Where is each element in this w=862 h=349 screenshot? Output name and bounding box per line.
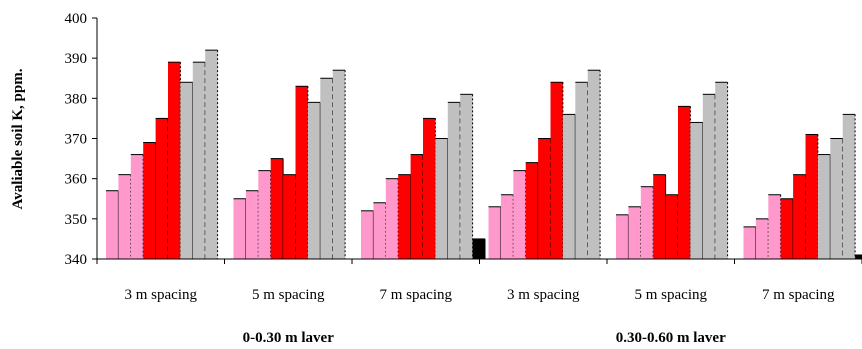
bar (587, 70, 601, 259)
bar (793, 174, 806, 259)
bar (665, 194, 678, 259)
bar (332, 70, 346, 259)
bar (538, 138, 551, 259)
bar (715, 82, 728, 260)
y-ticks: 340 350 360 370 380 390 400 (65, 11, 862, 268)
x-group-labels: 0-0.30 m laver 0.30-0.60 m laver (243, 330, 726, 346)
bar (472, 238, 485, 259)
bar (460, 94, 473, 259)
bar (513, 170, 526, 259)
y-axis-title: Avaliable soil K, ppm. (10, 68, 26, 209)
y-tick-label: 390 (65, 51, 88, 67)
bar (562, 114, 576, 260)
bar (320, 78, 333, 259)
y-tick-label: 400 (65, 11, 88, 27)
bar (678, 106, 691, 259)
bars-layer (106, 49, 862, 260)
x-category-label: 7 m spacing (380, 287, 453, 303)
bar (525, 162, 539, 259)
bar (640, 186, 654, 259)
bar (192, 62, 206, 259)
bar (155, 118, 168, 260)
y-tick-label: 370 (65, 132, 88, 148)
x-category-label: 5 m spacing (635, 287, 708, 303)
bar (270, 158, 284, 259)
bar (423, 118, 436, 260)
bar (435, 138, 448, 259)
bar (628, 206, 641, 259)
bar (855, 254, 862, 259)
bar (488, 206, 501, 259)
bar (830, 138, 843, 259)
x-group-label: 0-0.30 m laver (243, 330, 335, 346)
bar (307, 102, 321, 259)
bar (106, 190, 119, 259)
x-category-label: 7 m spacing (762, 287, 835, 303)
bar (575, 82, 588, 260)
bar (500, 194, 514, 259)
bar (398, 174, 411, 259)
x-category-label: 5 m spacing (252, 287, 325, 303)
x-category-label: 3 m spacing (125, 287, 198, 303)
bar (295, 86, 308, 260)
bar (180, 82, 193, 260)
bar (743, 226, 756, 259)
bar (447, 102, 461, 259)
bar (385, 178, 399, 259)
x-group-label: 0.30-0.60 m laver (616, 330, 726, 346)
bar (410, 154, 423, 259)
bar (283, 174, 296, 259)
bar (233, 198, 246, 259)
bar (550, 82, 563, 260)
bar (755, 218, 769, 259)
x-category-label: 3 m spacing (507, 287, 580, 303)
bar (143, 142, 156, 259)
y-tick-label: 380 (65, 91, 88, 107)
bar (361, 210, 374, 259)
bar (690, 122, 703, 259)
bar (616, 214, 629, 259)
bar (653, 174, 666, 259)
bar (768, 194, 781, 259)
bar (118, 174, 131, 259)
bar (245, 190, 259, 259)
bar (817, 154, 831, 259)
y-tick-label: 340 (65, 252, 88, 268)
bar (130, 154, 144, 259)
bar (205, 50, 218, 260)
y-tick-label: 360 (65, 172, 88, 188)
bar (702, 94, 716, 259)
y-tick-label: 350 (65, 212, 88, 228)
bar (258, 170, 271, 259)
bar (373, 202, 386, 259)
bar (168, 62, 181, 259)
bar (805, 134, 818, 259)
bar (842, 114, 856, 260)
bar (780, 198, 794, 259)
x-category-labels: 3 m spacing 5 m spacing 7 m spacing 3 m spa… (125, 287, 835, 303)
